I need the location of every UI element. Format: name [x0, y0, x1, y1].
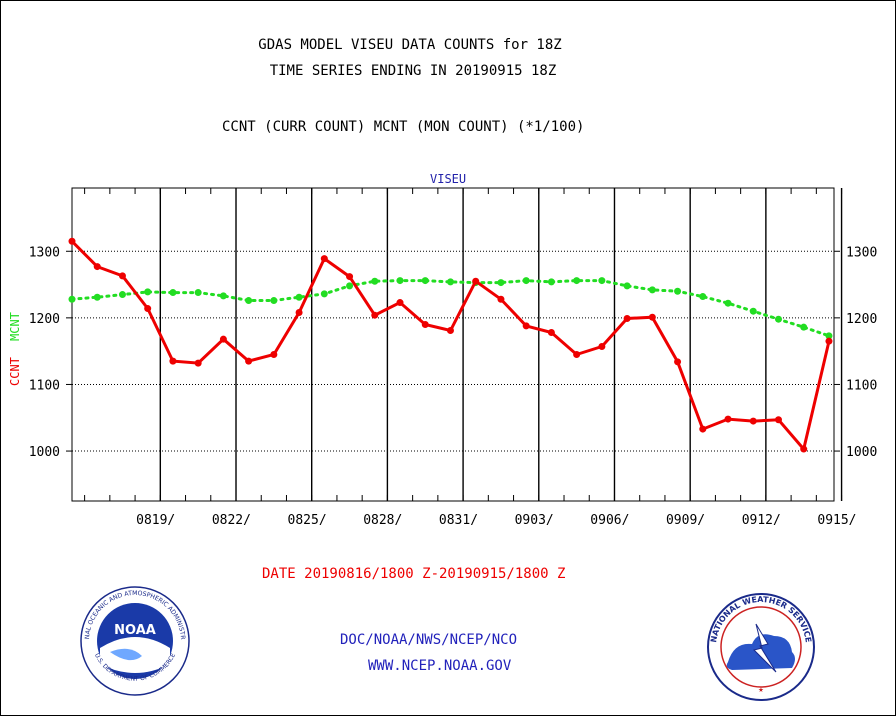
data-point-ccnt — [497, 295, 505, 303]
data-point-mcnt — [396, 277, 404, 285]
data-point-mcnt — [598, 277, 606, 285]
data-point-ccnt — [674, 358, 682, 366]
plot-area — [71, 187, 835, 502]
x-tick-label: 0903/ — [515, 513, 554, 528]
x-tick-label: 0828/ — [363, 513, 402, 528]
data-point-ccnt — [245, 357, 253, 365]
noaa-logo: NOAA NATIONAL OCEANIC AND ATMOSPHERIC AD… — [80, 586, 190, 696]
x-tick-label: 0915/ — [817, 513, 856, 528]
nws-logo: NATIONAL WEATHER SERVICE ★ — [707, 593, 815, 701]
data-point-mcnt — [573, 277, 581, 285]
data-point-mcnt — [648, 286, 656, 294]
data-point-ccnt — [118, 272, 126, 280]
data-point-mcnt — [295, 293, 303, 301]
x-tick-label: 0906/ — [590, 513, 629, 528]
data-point-mcnt — [93, 293, 101, 301]
data-point-mcnt — [547, 278, 555, 286]
station-label: VISEU — [430, 172, 467, 186]
y-tick-label-right: 1200 — [846, 312, 877, 327]
y-axis-label-ccnt: CCNT — [8, 357, 22, 386]
data-point-ccnt — [371, 311, 379, 319]
data-point-mcnt — [194, 289, 202, 297]
data-point-ccnt — [169, 357, 177, 365]
data-point-ccnt — [93, 263, 101, 271]
data-point-ccnt — [320, 255, 328, 263]
x-tick-label: 0825/ — [288, 513, 327, 528]
data-point-ccnt — [219, 335, 227, 343]
data-point-ccnt — [648, 313, 656, 321]
x-tick-label: 0831/ — [439, 513, 478, 528]
data-point-ccnt — [396, 299, 404, 307]
x-tick-label: 0822/ — [212, 513, 251, 528]
data-point-ccnt — [295, 309, 303, 317]
data-point-ccnt — [825, 337, 833, 345]
data-point-ccnt — [724, 415, 732, 423]
data-point-mcnt — [68, 295, 76, 303]
y-tick-label-left: 1100 — [29, 378, 60, 393]
data-point-ccnt — [699, 425, 707, 433]
y-tick-label-right: 1000 — [846, 445, 877, 460]
data-point-mcnt — [421, 277, 429, 285]
data-point-ccnt — [346, 273, 354, 281]
data-point-mcnt — [118, 291, 126, 299]
data-point-mcnt — [270, 297, 278, 305]
date-range-label: DATE 20190816/1800 Z-20190915/1800 Z — [262, 566, 566, 582]
x-tick-label: 0909/ — [666, 513, 705, 528]
data-point-mcnt — [320, 290, 328, 298]
data-point-ccnt — [270, 350, 278, 358]
data-point-mcnt — [497, 279, 505, 287]
chart-subtitle: CCNT (CURR COUNT) MCNT (MON COUNT) (*1/1… — [222, 119, 585, 135]
data-point-ccnt — [421, 321, 429, 329]
data-point-mcnt — [144, 288, 152, 296]
data-point-mcnt — [623, 282, 631, 290]
data-point-mcnt — [674, 287, 682, 295]
x-tick-label: 0819/ — [136, 513, 175, 528]
data-point-mcnt — [522, 277, 530, 285]
data-point-mcnt — [825, 332, 833, 340]
data-point-ccnt — [623, 315, 631, 323]
noaa-center-text: NOAA — [114, 623, 156, 638]
data-point-ccnt — [547, 329, 555, 337]
y-tick-label-left: 1000 — [29, 445, 60, 460]
y-tick-label-left: 1300 — [29, 245, 60, 260]
data-point-ccnt — [749, 417, 757, 425]
data-point-mcnt — [749, 307, 757, 315]
data-point-ccnt — [800, 445, 808, 453]
data-point-mcnt — [699, 293, 707, 301]
y-tick-label-right: 1300 — [846, 245, 877, 260]
data-point-mcnt — [724, 299, 732, 307]
data-point-mcnt — [219, 292, 227, 300]
data-point-ccnt — [774, 416, 782, 424]
data-point-mcnt — [446, 278, 454, 286]
y-tick-label-right: 1100 — [846, 378, 877, 393]
data-point-ccnt — [522, 322, 530, 330]
chart-title-line1: GDAS MODEL VISEU DATA COUNTS for 18Z — [258, 37, 562, 53]
org-label: DOC/NOAA/NWS/NCEP/NCO — [340, 632, 518, 648]
data-point-mcnt — [774, 315, 782, 323]
url-label: WWW.NCEP.NOAA.GOV — [368, 658, 512, 674]
data-point-ccnt — [68, 237, 76, 245]
data-point-mcnt — [245, 297, 253, 305]
data-point-mcnt — [800, 323, 808, 331]
data-point-mcnt — [346, 282, 354, 290]
data-point-mcnt — [169, 289, 177, 297]
data-point-ccnt — [472, 277, 480, 285]
data-point-ccnt — [446, 327, 454, 335]
y-tick-label-left: 1200 — [29, 312, 60, 327]
data-point-mcnt — [371, 277, 379, 285]
svg-text:★: ★ — [758, 685, 764, 695]
data-point-ccnt — [573, 350, 581, 358]
x-tick-label: 0912/ — [742, 513, 781, 528]
data-point-ccnt — [194, 359, 202, 367]
chart-title-line2: TIME SERIES ENDING IN 20190915 18Z — [269, 63, 557, 79]
y-axis-label-mcnt: MCNT — [8, 312, 22, 341]
data-point-ccnt — [144, 305, 152, 313]
data-point-ccnt — [598, 342, 606, 350]
